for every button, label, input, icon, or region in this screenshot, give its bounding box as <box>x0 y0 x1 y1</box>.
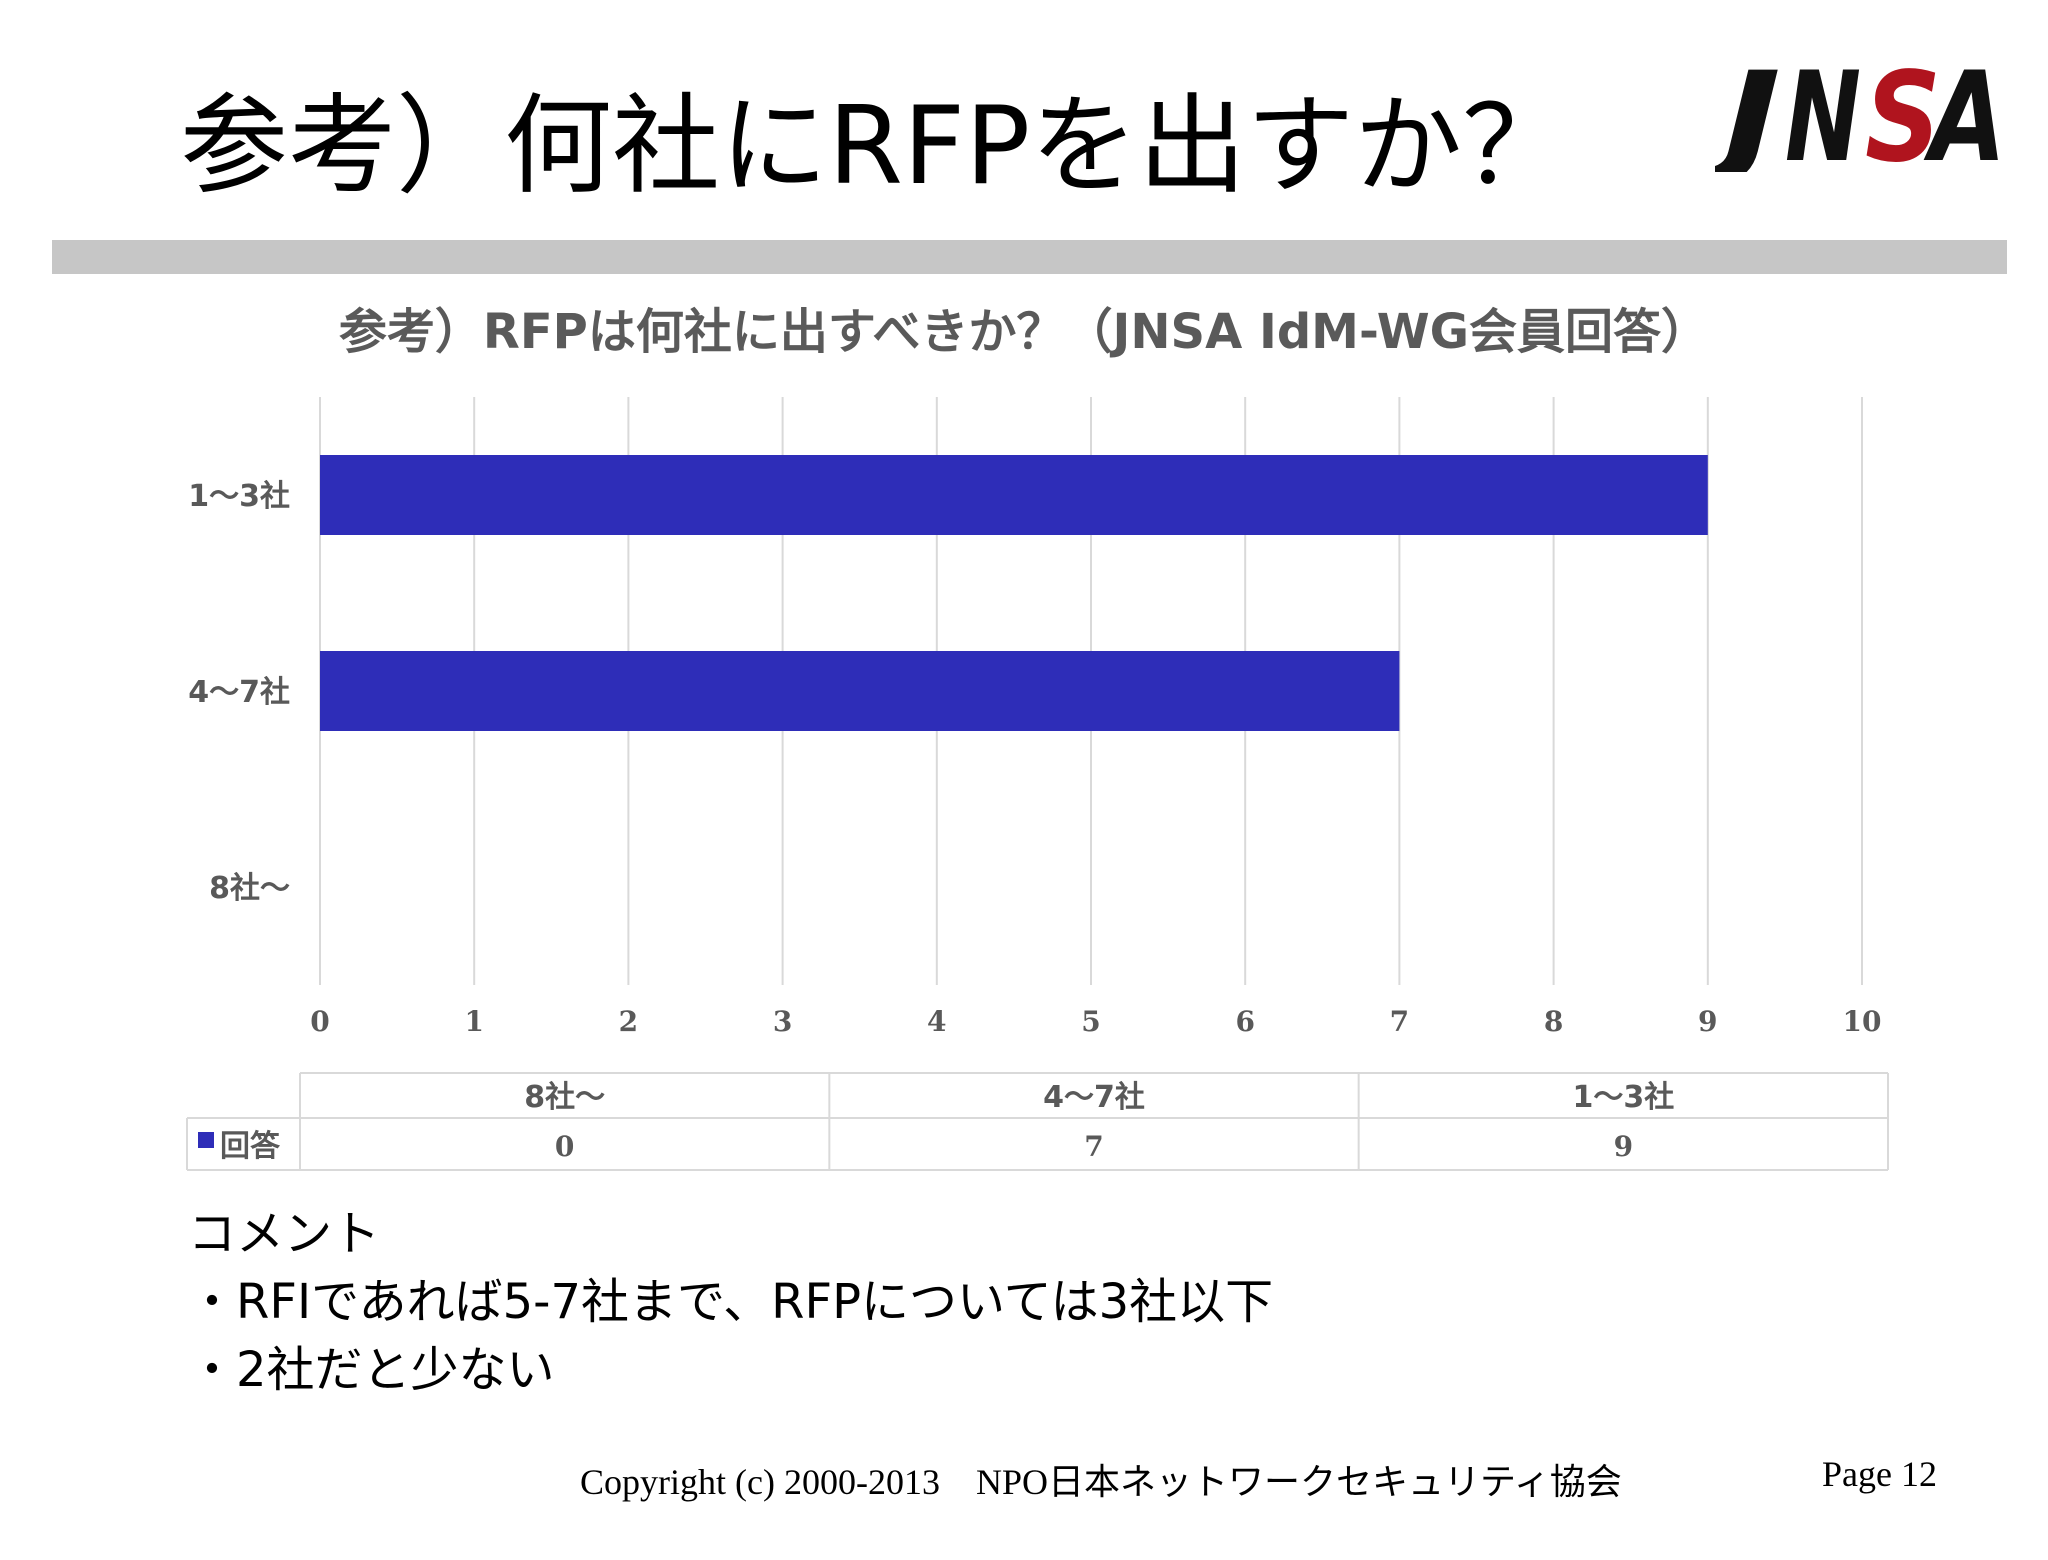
x-tick-label: 6 <box>1235 1005 1254 1038</box>
comment-line-2: ・2社だと少ない <box>188 1342 555 1398</box>
comments: コメント ・RFIであれば5-7社まで、RFPについては3社以下 ・2社だと少な… <box>188 1200 1273 1404</box>
x-tick-label: 4 <box>927 1005 946 1038</box>
slide-title: 参考）何社にRFPを出すか？ <box>180 84 1571 209</box>
category-label: 4～7社 <box>188 675 290 710</box>
chart-title: 参考）RFPは何社に出すべきか？（JNSA IdM-WG会員回答） <box>338 304 1710 360</box>
bar <box>320 651 1400 731</box>
x-tick-label: 3 <box>773 1005 792 1038</box>
logo-letter: A <box>1923 48 2006 172</box>
logo-letter: N <box>1785 48 1861 172</box>
table-column-header: 4～7社 <box>1043 1080 1145 1115</box>
x-tick-label: 10 <box>1843 1005 1882 1038</box>
bar-chart: 1～3社 4～7社 8社～ 0 1 2 3 4 5 6 7 8 9 10 8社～ 0 4～7社 7 1～3社 9 回… <box>186 397 1889 1171</box>
x-tick-label: 7 <box>1390 1005 1409 1038</box>
bar <box>320 455 1708 535</box>
category-label: 1～3社 <box>188 479 290 514</box>
table-cell: 7 <box>1084 1130 1103 1163</box>
title-divider <box>52 240 2007 274</box>
jnsa-logo: JNSA <box>1715 48 2006 172</box>
table-column-header: 8社～ <box>524 1080 605 1115</box>
x-tick-label: 1 <box>464 1005 483 1038</box>
logo-letter: J <box>1715 48 1781 172</box>
x-tick-label: 9 <box>1698 1005 1717 1038</box>
x-tick-label: 2 <box>619 1005 638 1038</box>
x-tick-label: 0 <box>310 1005 329 1038</box>
category-label: 8社～ <box>209 871 290 906</box>
x-tick-label: 5 <box>1081 1005 1100 1038</box>
table-series-label: 回答 <box>220 1129 281 1164</box>
comment-line-1: ・RFIであれば5-7社まで、RFPについては3社以下 <box>188 1274 1274 1330</box>
copyright-text: Copyright (c) 2000-2013 NPO日本ネットワークセキュリテ… <box>580 1462 1622 1502</box>
page-number: Page 12 <box>1822 1454 1937 1494</box>
x-tick-label: 8 <box>1544 1005 1563 1038</box>
legend-swatch <box>198 1132 214 1148</box>
table-column-header: 1～3社 <box>1572 1080 1674 1115</box>
comment-heading: コメント <box>188 1206 381 1262</box>
logo-letter: S <box>1865 48 1941 172</box>
table-cell: 9 <box>1614 1130 1633 1163</box>
table-cell: 0 <box>555 1130 574 1163</box>
